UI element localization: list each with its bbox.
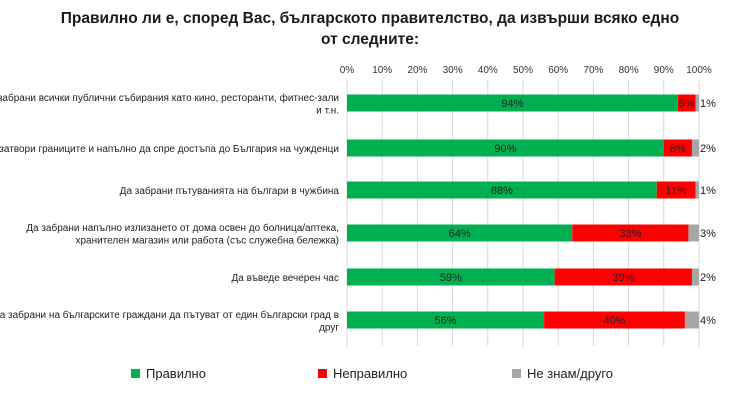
bar-segment bbox=[695, 94, 699, 112]
legend-item: Не знам/друго bbox=[512, 366, 613, 381]
bar-segment bbox=[688, 224, 699, 242]
legend-label: Не знам/друго bbox=[527, 366, 614, 381]
bar-segment bbox=[347, 94, 678, 112]
legend-swatch bbox=[131, 369, 140, 378]
bar-segment bbox=[691, 268, 699, 286]
category-label: Да забрани на българските граждани да пъ… bbox=[0, 309, 339, 321]
x-tick-label: 0% bbox=[340, 65, 355, 76]
x-tick-label: 50% bbox=[513, 65, 533, 76]
x-tick-label: 70% bbox=[583, 65, 603, 76]
bar-segment bbox=[554, 268, 692, 286]
bar-segment bbox=[695, 181, 699, 199]
x-tick-label: 40% bbox=[478, 65, 498, 76]
bar-segment bbox=[347, 139, 664, 157]
bar-segment bbox=[691, 139, 699, 157]
category-label: хранителен магазин или работа (със служе… bbox=[75, 234, 339, 246]
data-label: 11% bbox=[666, 185, 687, 197]
bar-segment bbox=[347, 311, 545, 329]
x-tick-label: 10% bbox=[372, 65, 392, 76]
data-label: 8% bbox=[670, 143, 686, 155]
category-label: Да забрани напълно излизането от дома ос… bbox=[26, 222, 339, 234]
data-label: 90% bbox=[494, 143, 516, 155]
bar-segment bbox=[572, 224, 689, 242]
x-tick-label: 100% bbox=[686, 65, 712, 76]
data-label: 1% bbox=[700, 98, 716, 110]
bar-segment bbox=[677, 94, 696, 112]
x-tick-label: 20% bbox=[407, 65, 427, 76]
bar-segment bbox=[684, 311, 699, 329]
data-label: 64% bbox=[449, 228, 471, 240]
data-label: 2% bbox=[700, 143, 716, 155]
data-label: 3% bbox=[700, 228, 716, 240]
legend-item: Правилно bbox=[131, 366, 206, 381]
legend-item: Неправилно bbox=[318, 366, 407, 381]
data-label: 5% bbox=[679, 98, 695, 110]
chart-title: Правилно ли е, според Вас, българското п… bbox=[60, 10, 680, 48]
category-label: Да въведе вечерен час bbox=[232, 273, 339, 284]
bar-segment bbox=[347, 268, 555, 286]
data-label: 39% bbox=[612, 272, 634, 284]
legend-label: Неправилно bbox=[333, 366, 408, 381]
x-tick-label: 60% bbox=[548, 65, 568, 76]
data-label: 4% bbox=[700, 315, 716, 327]
data-label: 1% bbox=[700, 185, 716, 197]
data-label: 94% bbox=[501, 98, 523, 110]
legend-swatch bbox=[512, 369, 521, 378]
x-tick-label: 90% bbox=[654, 65, 674, 76]
data-label: 88% bbox=[491, 185, 513, 197]
bar-segment bbox=[544, 311, 685, 329]
category-label: друг bbox=[319, 322, 339, 333]
bar-segment bbox=[347, 181, 657, 199]
category-label: Да забрани пътуванията на българи в чужб… bbox=[120, 185, 340, 197]
chart-legend: Правилно Неправилно Не знам/друго bbox=[0, 366, 740, 388]
legend-swatch bbox=[318, 369, 327, 378]
data-label: 40% bbox=[604, 315, 626, 327]
category-label: и т.н. bbox=[316, 105, 339, 116]
bar-segment bbox=[347, 224, 573, 242]
category-label: Да забрани всички публични събирания кат… bbox=[0, 92, 339, 104]
x-tick-label: 30% bbox=[443, 65, 463, 76]
bar-segment bbox=[663, 139, 692, 157]
data-label: 33% bbox=[619, 228, 641, 240]
x-tick-label: 80% bbox=[619, 65, 639, 76]
data-label: 59% bbox=[440, 272, 462, 284]
category-label: Да затвори границите и напълно да спре д… bbox=[0, 144, 339, 155]
legend-label: Правилно bbox=[146, 366, 206, 381]
data-label: 56% bbox=[435, 315, 457, 327]
bar-segment bbox=[656, 181, 696, 199]
data-label: 2% bbox=[700, 272, 716, 284]
